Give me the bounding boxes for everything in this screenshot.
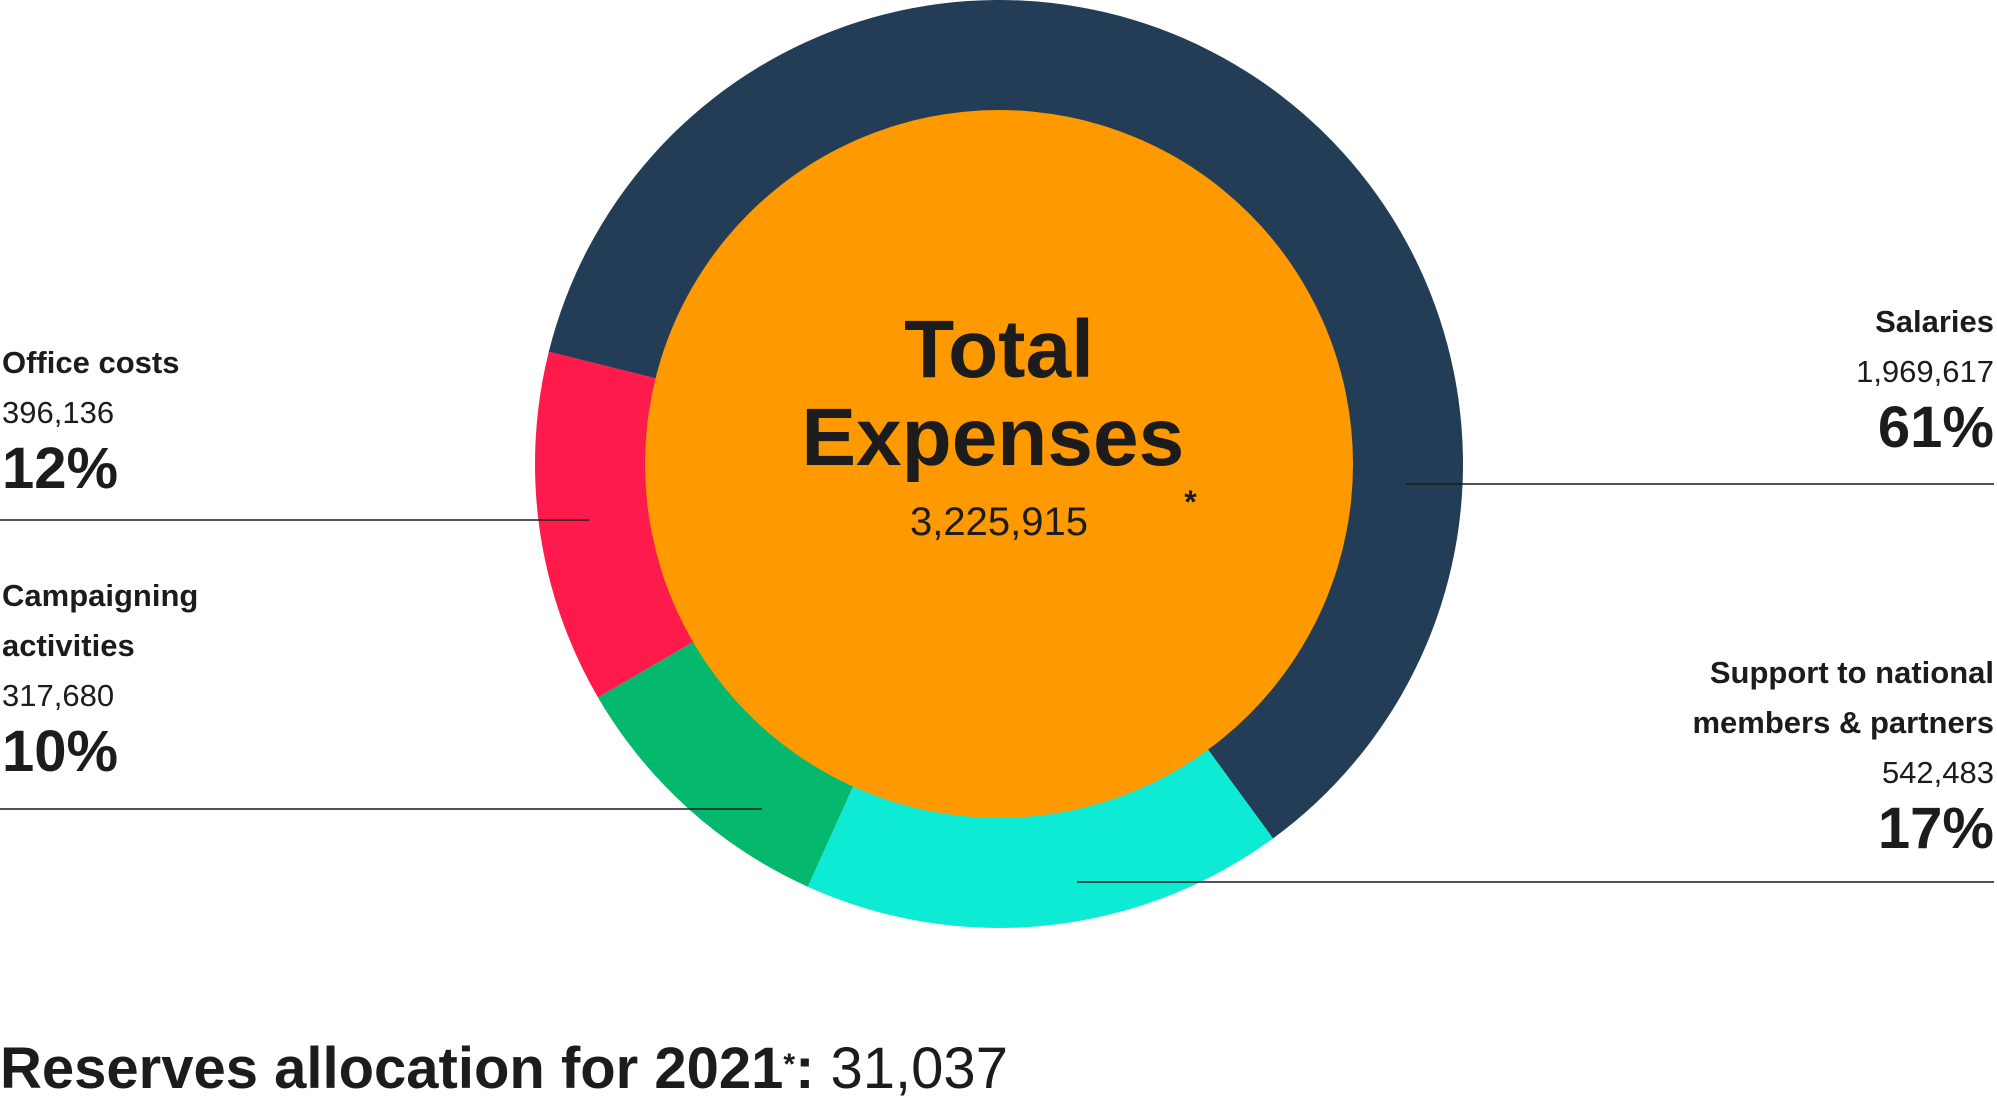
category-label: Salaries xyxy=(1875,304,1994,339)
footer-label: Reserves allocation for 2021 xyxy=(0,1036,784,1101)
footer: Reserves allocation for 2021*: 31,037 xyxy=(0,1036,1008,1102)
percent-label: 61% xyxy=(1877,395,1994,460)
footer-value: 31,037 xyxy=(830,1036,1008,1101)
footer-separator: : xyxy=(795,1036,815,1101)
label-block: Salaries 1,969,617 61% xyxy=(1594,297,1994,459)
category-label: Campaigning activities xyxy=(2,578,199,663)
percent-label: 17% xyxy=(1877,796,1994,861)
value-label: 1,969,617 xyxy=(1856,354,1994,389)
value-label: 317,680 xyxy=(2,678,115,713)
center-disc xyxy=(645,110,1353,818)
label-block: Support to national members & partners 5… xyxy=(1634,648,1994,860)
footer-mark: * xyxy=(783,1048,796,1081)
category-label: Support to national members & partners xyxy=(1692,655,1994,740)
label-block: Campaigning activities 317,680 10% xyxy=(2,571,242,783)
center-title: Total Expenses xyxy=(801,304,1185,483)
total-label: 3,225,915 xyxy=(910,500,1088,544)
category-label: Office costs xyxy=(2,345,180,380)
center-title-wrap: Total Expenses* xyxy=(749,304,1249,521)
percent-label: 12% xyxy=(2,436,119,501)
value-label: 542,483 xyxy=(1881,755,1994,790)
percent-label: 10% xyxy=(2,719,119,784)
value-label: 396,136 xyxy=(2,395,115,430)
center-mark: * xyxy=(1184,484,1197,520)
label-block: Office costs 396,136 12% xyxy=(2,338,302,500)
